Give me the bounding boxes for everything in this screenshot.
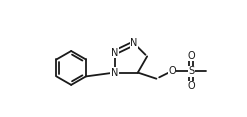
Text: N: N (111, 68, 118, 78)
Text: O: O (168, 66, 176, 76)
Text: N: N (111, 48, 118, 58)
Text: N: N (130, 38, 138, 48)
Text: S: S (188, 66, 194, 76)
Text: O: O (187, 51, 195, 61)
Text: O: O (187, 81, 195, 91)
